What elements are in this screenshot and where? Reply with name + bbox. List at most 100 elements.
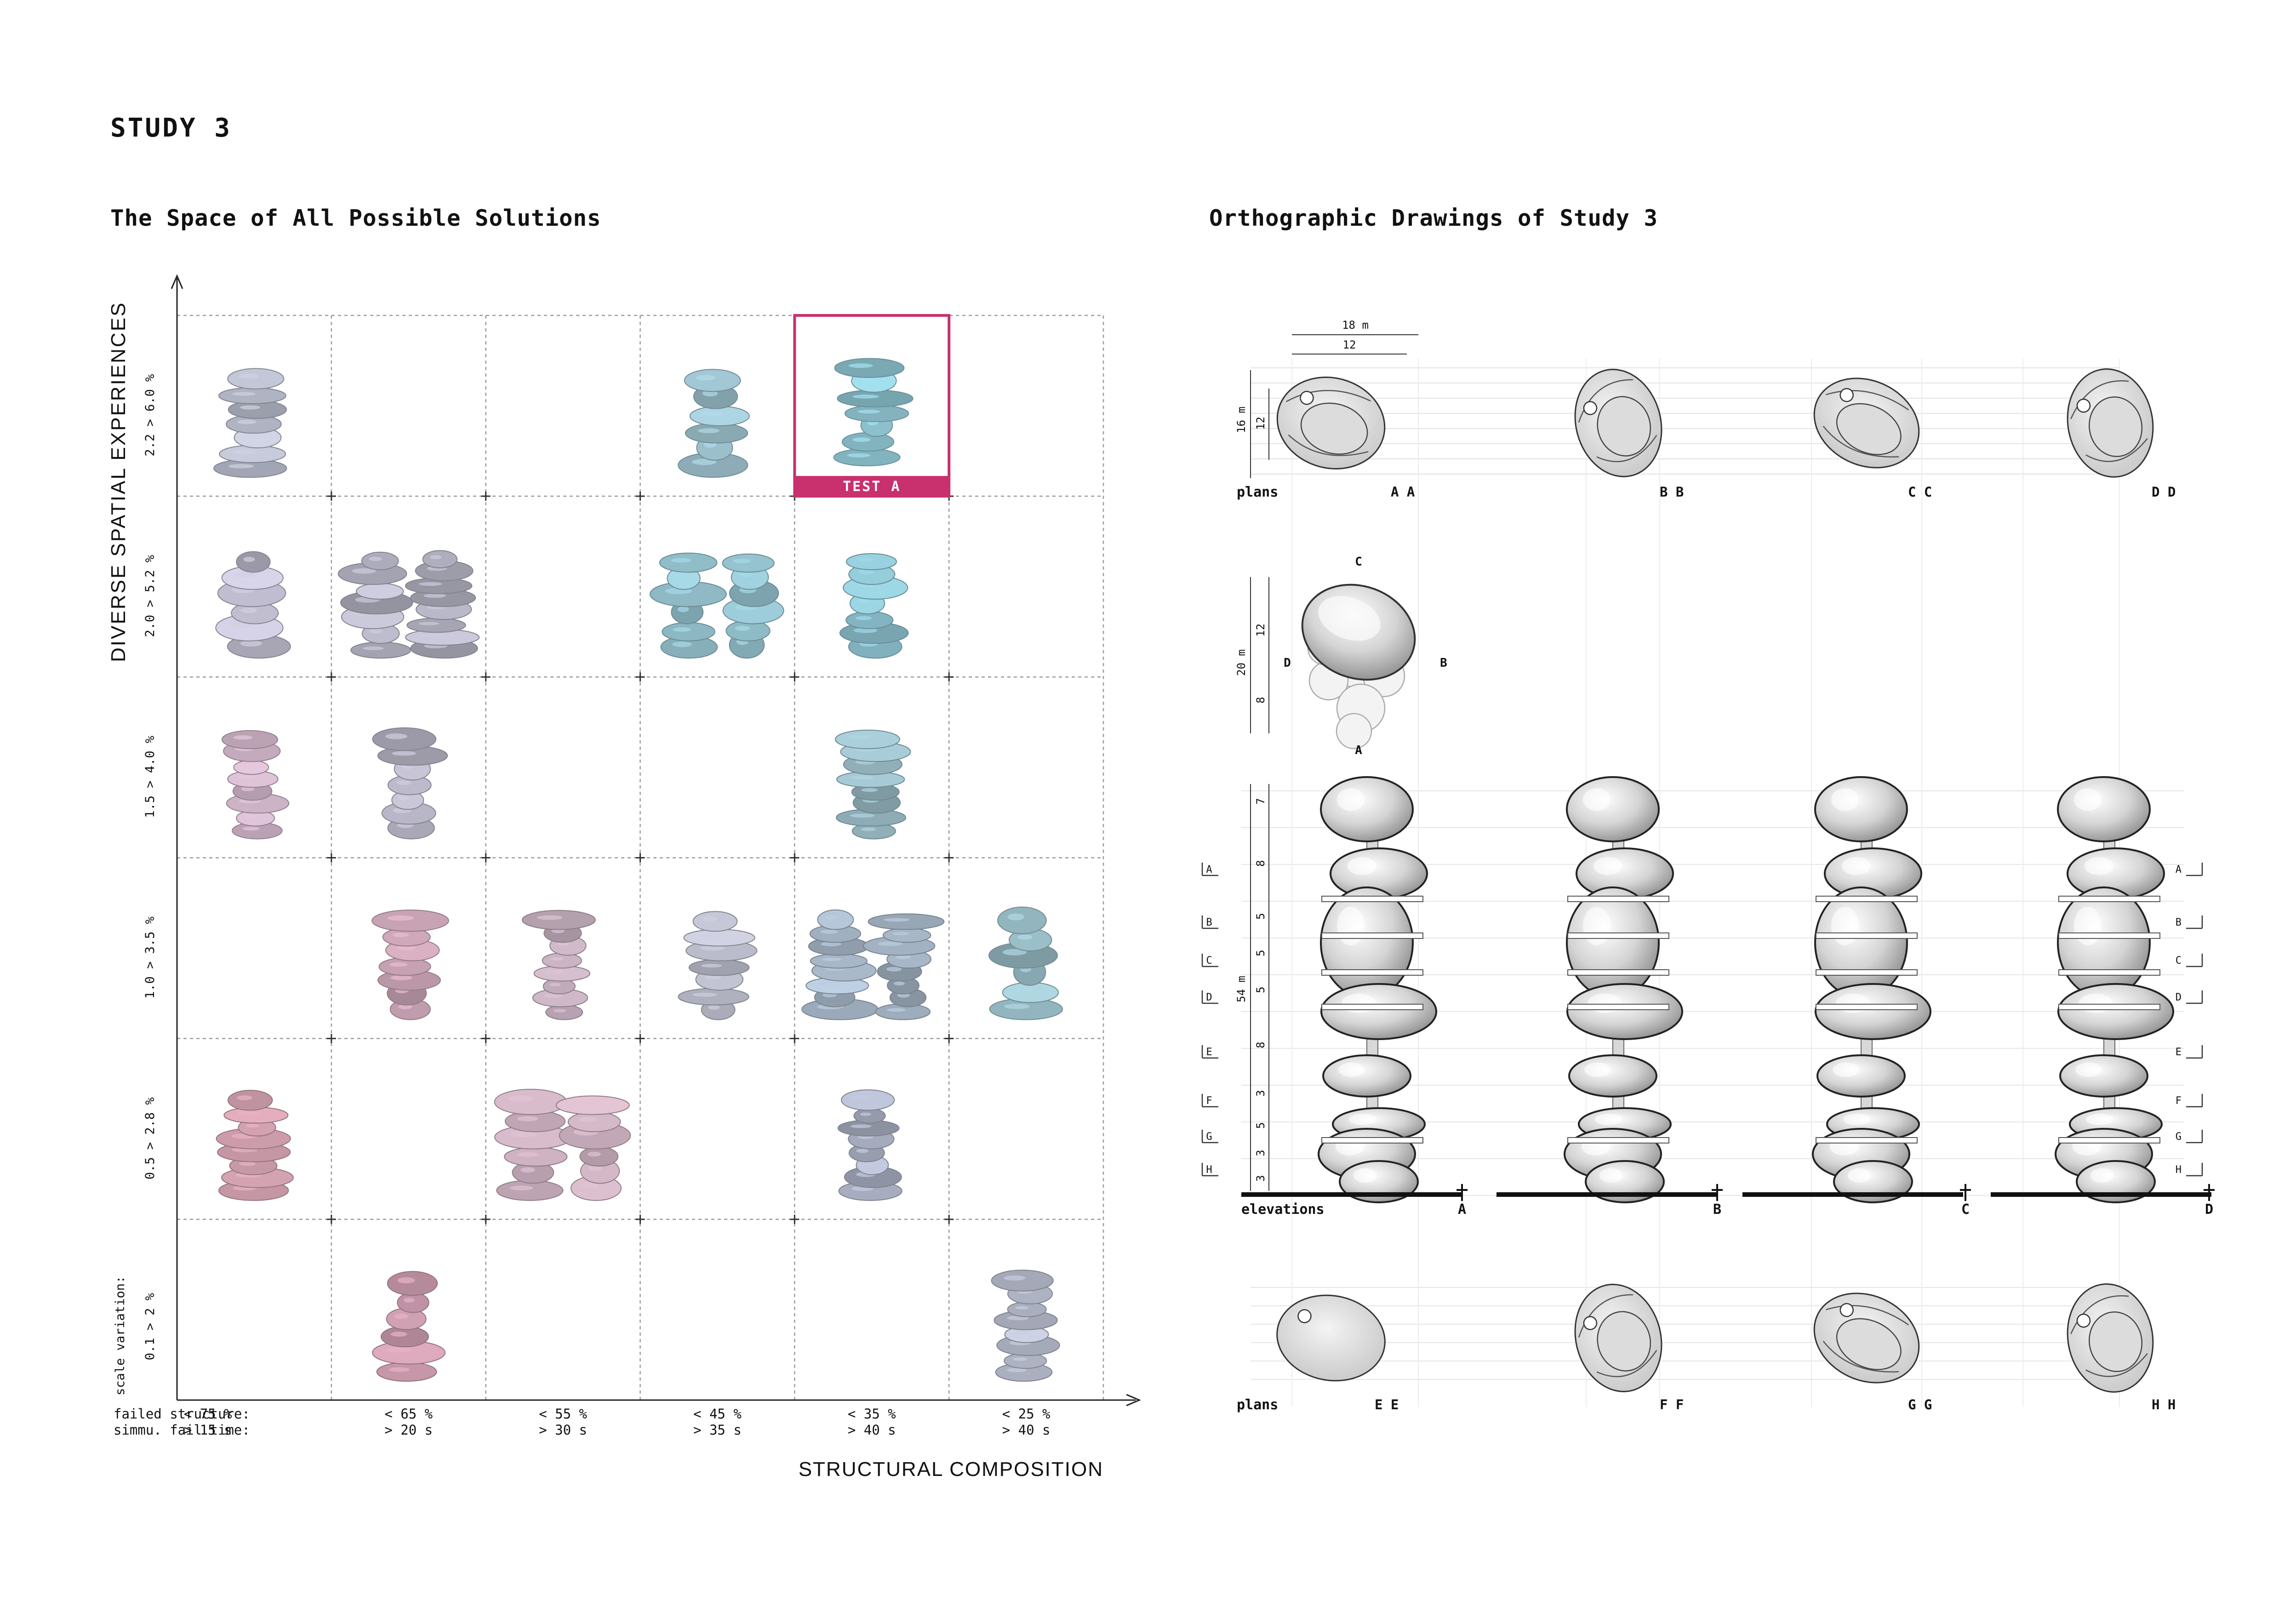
blob-part [692, 911, 738, 932]
section-level-right: A [2176, 864, 2182, 875]
floor-slab [1816, 969, 1918, 976]
blob-highlight [1017, 934, 1033, 940]
blob-highlight [692, 993, 717, 997]
row-label: 0.1 > 2 % [143, 1293, 157, 1360]
blob-highlight [363, 646, 384, 650]
blob-part [494, 1089, 567, 1115]
grid-cross [481, 672, 491, 682]
stacked-blob-figure [991, 1269, 1060, 1382]
dim-width-inner: 12 [1343, 338, 1356, 351]
row-label: 1.0 > 3.5 % [143, 916, 157, 999]
section-marker-left [1201, 915, 1218, 929]
blob-part [542, 952, 582, 969]
blob-highlight [571, 1100, 597, 1105]
plan-curve [1822, 426, 1899, 457]
ground-marker [1712, 1184, 1723, 1201]
section-level-left: G [1206, 1131, 1212, 1143]
plan-section-label: G G [1908, 1397, 1932, 1412]
plan-opening [1297, 1309, 1312, 1323]
plan-curve [1288, 435, 1369, 456]
blob-highlight [852, 395, 879, 399]
blob-highlight [242, 827, 260, 831]
plan-drawing [1276, 1294, 1386, 1382]
section-level-left: A [1206, 864, 1212, 875]
elevation-gloss [1347, 857, 1376, 875]
test-a-banner [794, 476, 949, 497]
elevation-drawing [1318, 776, 1437, 1203]
blob-part [387, 1271, 438, 1296]
blob-highlight [228, 464, 254, 469]
elevation-gloss [1337, 788, 1365, 811]
section-level-right: B [2176, 917, 2182, 928]
blob-highlight [240, 607, 257, 613]
level-dim: 7 [1254, 798, 1267, 805]
key-marker-bottom: A [1355, 743, 1362, 757]
blob-highlight [394, 1314, 409, 1319]
blob-part [688, 959, 750, 976]
blob-highlight [246, 1123, 259, 1128]
plan-opening [2076, 399, 2091, 413]
blob-part [218, 387, 286, 404]
section-marker-right [2186, 863, 2203, 876]
plan-drawing [2067, 368, 2154, 478]
plan-section-label: C C [1908, 484, 1932, 500]
stacked-blob-figure [372, 1271, 446, 1382]
stacked-blob-figure [839, 553, 909, 659]
blob-part [579, 1146, 619, 1167]
elevation-gloss [2090, 1168, 2114, 1183]
blob-highlight [389, 962, 408, 967]
section-level-left: B [1206, 917, 1212, 928]
grid-cross [635, 1034, 645, 1043]
blob-highlight [1015, 1306, 1029, 1309]
blob-highlight [1013, 987, 1034, 993]
section-marker-right [2186, 1094, 2203, 1108]
blob-highlight [517, 1152, 539, 1157]
floor-slab [1816, 896, 1918, 902]
blob-highlight [850, 776, 874, 780]
blob-highlight [397, 1277, 415, 1284]
blob-part [236, 551, 271, 573]
plan-curve [1285, 390, 1371, 402]
elevations-label: elevations [1241, 1201, 1325, 1218]
plan-inner [1597, 1311, 1651, 1372]
plan-curve [1822, 1341, 1899, 1372]
elevation-letter: D [2205, 1201, 2213, 1218]
section-level-right: E [2176, 1046, 2182, 1058]
elevation-segment [1322, 1054, 1411, 1098]
blob-highlight [672, 641, 692, 647]
stacked-blob-figure [678, 911, 758, 1020]
section-marker-right [2186, 990, 2203, 1004]
blob-part [834, 358, 905, 378]
grid-cross [790, 1034, 800, 1043]
elevation-segment [1320, 886, 1414, 999]
plan-section-label: D D [2152, 484, 2176, 500]
plan-section-label: A A [1391, 484, 1415, 500]
blob-highlight [702, 916, 718, 921]
level-dim: 8 [1254, 860, 1267, 867]
blob-highlight [883, 918, 910, 922]
plan-section-label: B B [1660, 484, 1684, 500]
level-dim: 5 [1254, 1122, 1267, 1129]
floor-slab [1816, 1004, 1918, 1010]
elevation-segment [2057, 886, 2151, 999]
key-plan-gloss [1318, 596, 1381, 641]
plan-inner [1597, 396, 1651, 457]
section-level-left: C [1206, 955, 1212, 966]
section-level-right: C [2176, 955, 2182, 966]
blob-highlight [897, 993, 910, 998]
blob-highlight [234, 572, 256, 578]
stacked-blob-figure [834, 729, 911, 840]
plan-opening [1839, 1303, 1854, 1317]
floor-slab [2058, 969, 2160, 976]
elevation-segment [2057, 983, 2174, 1040]
blob-part [810, 953, 868, 969]
plan-curve [2085, 1353, 2148, 1377]
plan-inner [1300, 402, 1368, 455]
grid-cross [481, 492, 491, 501]
section-marker-right [2186, 1163, 2203, 1177]
page-title: STUDY 3 [110, 113, 232, 143]
elevation-gloss [2074, 907, 2102, 945]
plan-outline [1276, 1294, 1386, 1382]
blob-highlight [861, 827, 876, 831]
